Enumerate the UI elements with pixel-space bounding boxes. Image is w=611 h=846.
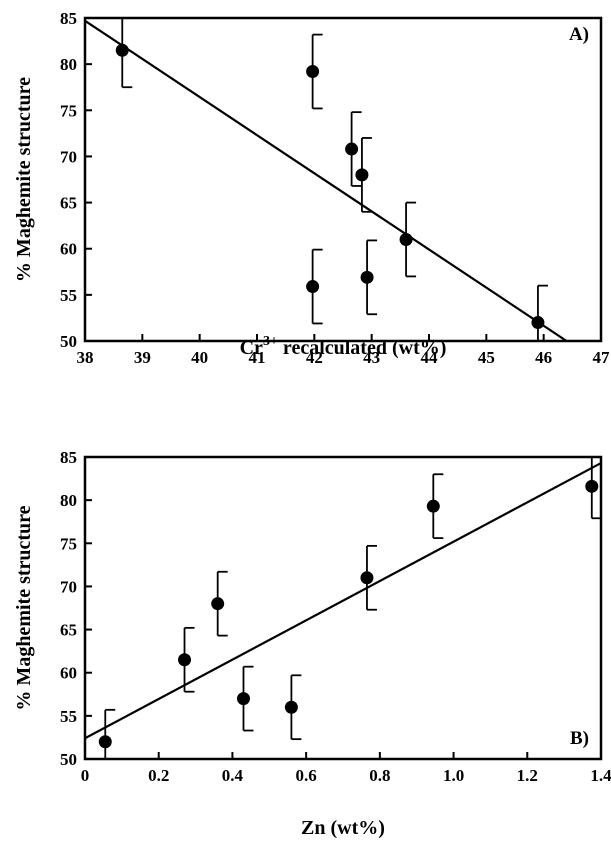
- y-tick-label: 85: [60, 448, 77, 467]
- y-tick-label: 75: [60, 101, 77, 120]
- panel-label: A): [569, 24, 589, 45]
- x-tick-label: 41: [249, 348, 266, 367]
- data-point: [306, 280, 320, 294]
- chart-panel-a: 38 39 40 41 42 43 44 45 46 47 50 55 60 65 70 75 80 85 A) Cr…: [13, 9, 610, 367]
- y-tick-label: 70: [60, 147, 77, 166]
- data-point: [360, 571, 374, 585]
- x-tick-label: 0.4: [222, 766, 244, 785]
- chart-panel-b: 0 0.2 0.4 0.6 0.8 1.0 1.2 1.4 50 55 60 65 70 75 80 85 B)…: [13, 448, 611, 839]
- y-tick-label: 65: [60, 194, 77, 213]
- regression-line: [85, 19, 568, 341]
- y-tick-label: 60: [60, 664, 77, 683]
- y-tick-label: 60: [60, 240, 77, 259]
- data-point: [345, 142, 359, 156]
- data-point: [178, 653, 192, 667]
- data-point: [115, 43, 129, 57]
- panel-label: B): [570, 728, 589, 749]
- x-tick-label: 39: [134, 348, 151, 367]
- x-tick-label: 1.0: [443, 766, 464, 785]
- x-tick-label: 0.8: [369, 766, 390, 785]
- data-point: [399, 232, 413, 246]
- y-tick-label: 80: [60, 55, 77, 74]
- data-point: [98, 735, 112, 749]
- data-point: [284, 700, 298, 714]
- y-tick-label: 80: [60, 491, 77, 510]
- x-tick-label: 45: [478, 348, 495, 367]
- data-point: [355, 168, 369, 182]
- y-axis-label: % Maghemite structure: [13, 77, 35, 282]
- data-point: [531, 316, 545, 330]
- plot-frame: [83, 455, 603, 761]
- x-axis-label: Cr3+ recalculated (wt%): [240, 334, 447, 359]
- y-tick-label: 70: [60, 577, 77, 596]
- data-point: [360, 270, 374, 284]
- x-axis-label-rest: recalculated (wt%): [278, 337, 446, 359]
- data-point: [426, 499, 440, 513]
- x-tick-label: 40: [191, 348, 208, 367]
- y-tick-label: 50: [60, 750, 77, 769]
- x-tick-label: 44: [421, 348, 439, 367]
- y-tick-label: 75: [60, 534, 77, 553]
- x-tick-label: 0.6: [296, 766, 317, 785]
- y-axis-label: % Maghemite structure: [13, 505, 35, 710]
- y-tick-label: 55: [60, 286, 77, 305]
- x-tick-label: 38: [77, 348, 94, 367]
- x-tick-label: 1.4: [590, 766, 611, 785]
- y-tick-label: 50: [60, 332, 77, 351]
- x-tick-label: 0.2: [148, 766, 169, 785]
- y-tick-label: 85: [60, 9, 77, 28]
- x-tick-label: 47: [593, 348, 611, 367]
- regression-line: [85, 462, 601, 740]
- y-tick-label: 55: [60, 707, 77, 726]
- plot-frame: [83, 16, 603, 343]
- data-point: [306, 65, 320, 79]
- x-tick-label: 1.2: [517, 766, 538, 785]
- data-point: [211, 597, 225, 611]
- x-axis-label: Zn (wt%): [301, 817, 385, 839]
- data-point: [236, 692, 250, 706]
- x-axis-label-base: Cr: [240, 337, 263, 359]
- x-axis-label-superscript: 3+: [263, 334, 278, 349]
- data-point: [585, 479, 599, 493]
- y-tick-label: 65: [60, 621, 77, 640]
- x-tick-label: 0: [81, 766, 90, 785]
- x-tick-label: 42: [306, 348, 323, 367]
- x-tick-label: 43: [363, 348, 380, 367]
- x-tick-label: 46: [535, 348, 552, 367]
